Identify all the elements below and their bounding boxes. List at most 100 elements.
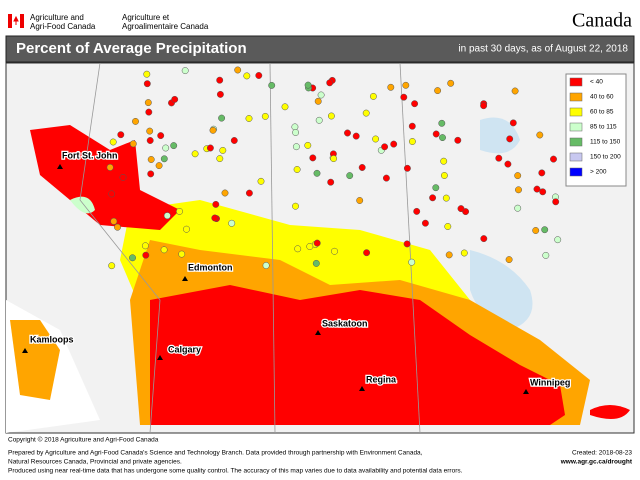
station-dot (119, 173, 127, 181)
station-dot (157, 132, 165, 140)
station-dot (326, 79, 334, 87)
station-dot (292, 143, 300, 151)
station-dot (387, 83, 395, 91)
station-dot (457, 205, 465, 213)
border-line (399, 62, 421, 434)
title-bar (5, 35, 635, 63)
station-dot (212, 200, 220, 208)
station-dot (372, 135, 380, 143)
city-label: Edmonton (188, 262, 233, 272)
station-dot (142, 251, 150, 259)
station-dot (327, 112, 335, 120)
station-dot (304, 81, 312, 89)
station-dot (411, 100, 419, 108)
station-dot (160, 155, 168, 163)
legend-swatch (569, 92, 583, 102)
station-dot (515, 186, 522, 194)
station-dot (155, 162, 163, 170)
city-label: Kamloops (30, 334, 74, 344)
station-dot (408, 258, 416, 266)
legend-label: 60 to 85 (590, 109, 614, 116)
legend-swatch (569, 152, 583, 162)
station-dot (144, 99, 152, 107)
zone-red (590, 405, 630, 419)
city-label: Regina (366, 374, 397, 384)
station-dot (440, 172, 448, 179)
station-dot (429, 194, 437, 202)
station-dot (330, 155, 338, 163)
station-dot (211, 214, 219, 222)
station-dot (117, 131, 125, 139)
station-dot (506, 135, 514, 143)
city-label: Calgary (168, 344, 201, 354)
station-dot (539, 188, 547, 196)
station-dot (554, 236, 562, 244)
station-dot (262, 262, 270, 269)
station-dot (447, 79, 455, 87)
station-dot (533, 185, 541, 193)
station-dot (293, 166, 301, 173)
station-dot (408, 122, 416, 130)
station-dot (257, 177, 265, 185)
agency-fr: Agriculture et (122, 13, 170, 22)
legend: < 40 40 to 60 60 to 85 85 to 115 115 to 150 1… (569, 77, 621, 177)
station-dot (147, 170, 155, 178)
maple-leaf (13, 15, 19, 25)
station-dot (221, 189, 229, 197)
station-dot (129, 140, 137, 148)
station-dot (358, 164, 366, 171)
station-dot (480, 235, 488, 243)
station-dot (268, 81, 276, 89)
station-dot (315, 116, 323, 124)
station-dot (181, 67, 189, 75)
station-dot (145, 108, 153, 116)
border-line (79, 62, 161, 434)
station-dot (129, 254, 136, 262)
zone-green (70, 196, 95, 214)
station-dot (439, 134, 446, 142)
station-dot (514, 204, 522, 212)
station-dot (362, 109, 370, 117)
station-dot (230, 137, 238, 144)
stations (106, 66, 562, 270)
station-dot (292, 129, 300, 136)
agency-fr: Agroalimentaire Canada (122, 22, 209, 31)
zone-red (150, 285, 565, 425)
station-dot (108, 262, 116, 270)
legend-swatch (569, 167, 583, 177)
zone-red (30, 125, 180, 230)
station-dot (245, 189, 253, 197)
station-dot (146, 137, 154, 144)
legend-swatch (569, 122, 583, 132)
station-dot (550, 155, 557, 163)
station-dot (183, 225, 190, 233)
station-dot (309, 154, 317, 162)
city-label: Fort St. John (62, 150, 118, 160)
subtitle: in past 30 days, as of August 22, 2018 (458, 44, 628, 55)
station-dot (504, 160, 512, 168)
station-dot (206, 144, 214, 152)
station-dot (163, 212, 171, 220)
url: www.agr.gc.ca/drought (560, 459, 633, 466)
station-dot (541, 226, 549, 234)
station-dot (356, 197, 364, 204)
station-dot (141, 242, 149, 250)
station-dot (514, 172, 522, 180)
footer-text: Produced using near real-time data that … (8, 468, 463, 475)
station-dot (143, 70, 151, 78)
station-dot (331, 247, 338, 255)
station-dot (132, 117, 139, 125)
legend-label: 115 to 150 (590, 139, 621, 146)
created: Created: 2018-08-23 (572, 450, 632, 457)
station-dot (314, 97, 322, 105)
legend-label: < 40 (590, 79, 603, 86)
wordmark: Canada (572, 10, 632, 32)
copyright: Copyright © 2018 Agriculture and Agri-Fo… (8, 436, 159, 444)
station-dot (261, 112, 269, 120)
station-dot (480, 102, 488, 110)
station-dot (108, 190, 116, 198)
station-dot (294, 245, 302, 253)
station-dot (143, 80, 151, 88)
